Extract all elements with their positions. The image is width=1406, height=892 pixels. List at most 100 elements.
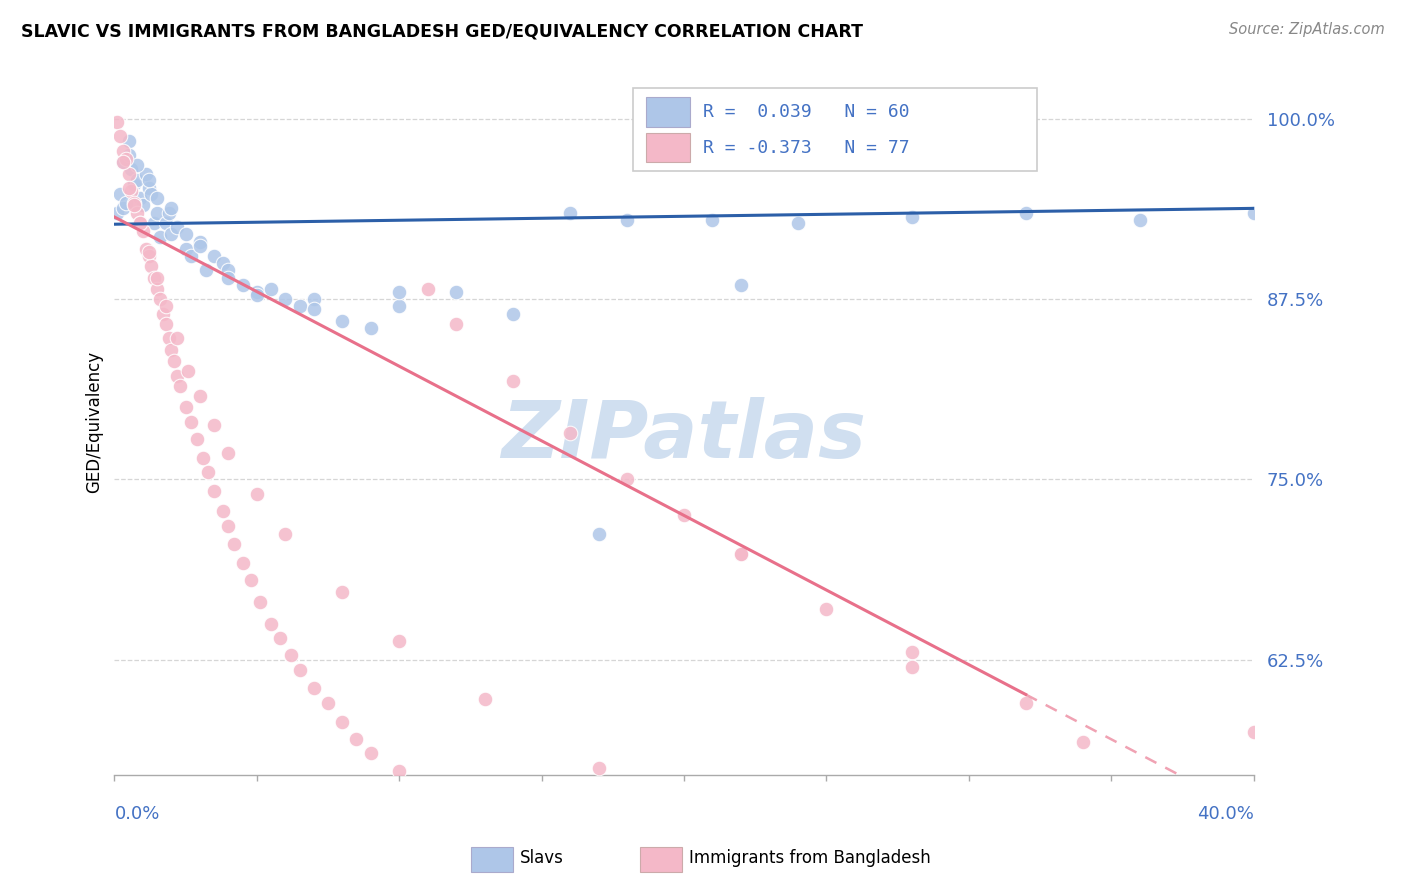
Point xyxy=(108,186,131,201)
Point xyxy=(174,242,197,256)
Point xyxy=(388,285,411,299)
Text: R = -0.373   N = 77: R = -0.373 N = 77 xyxy=(703,138,910,157)
Point xyxy=(346,731,368,746)
Point xyxy=(1015,205,1038,219)
Point xyxy=(166,220,188,235)
Point xyxy=(616,472,638,486)
Point xyxy=(149,292,172,306)
Point xyxy=(127,205,149,219)
Point xyxy=(360,747,382,761)
FancyBboxPatch shape xyxy=(647,97,690,128)
Point xyxy=(114,153,136,167)
Point xyxy=(163,354,186,368)
Point xyxy=(558,426,581,441)
Point xyxy=(416,282,439,296)
Text: 0.0%: 0.0% xyxy=(114,805,160,823)
Point xyxy=(141,186,163,201)
Point xyxy=(121,184,143,198)
Point xyxy=(127,158,149,172)
Point xyxy=(1071,735,1094,749)
Point xyxy=(111,155,134,169)
Point xyxy=(260,282,283,296)
Point xyxy=(160,202,183,216)
Point xyxy=(246,288,269,302)
Point xyxy=(111,155,134,169)
Point xyxy=(260,616,283,631)
Point xyxy=(288,299,311,313)
FancyBboxPatch shape xyxy=(633,87,1038,171)
Point xyxy=(316,696,339,710)
FancyBboxPatch shape xyxy=(647,133,690,162)
Text: 40.0%: 40.0% xyxy=(1197,805,1254,823)
Point xyxy=(146,270,169,285)
Text: Source: ZipAtlas.com: Source: ZipAtlas.com xyxy=(1229,22,1385,37)
Point xyxy=(616,213,638,227)
Point xyxy=(360,321,382,335)
Point xyxy=(702,213,724,227)
Point xyxy=(211,256,233,270)
Point xyxy=(211,504,233,518)
Point xyxy=(274,292,297,306)
Point xyxy=(901,210,924,224)
Point xyxy=(1015,696,1038,710)
Point xyxy=(330,584,353,599)
Point xyxy=(302,302,325,317)
Point xyxy=(111,202,134,216)
Point xyxy=(146,191,169,205)
Point xyxy=(143,216,166,230)
Point xyxy=(280,648,302,663)
Point xyxy=(558,205,581,219)
Point xyxy=(141,259,163,273)
Point xyxy=(246,487,269,501)
Point xyxy=(135,242,157,256)
Point xyxy=(815,602,838,616)
Text: R =  0.039   N = 60: R = 0.039 N = 60 xyxy=(703,103,910,121)
Point xyxy=(444,285,467,299)
Point xyxy=(169,378,191,392)
Point xyxy=(474,691,496,706)
Point xyxy=(124,177,146,191)
Point xyxy=(730,277,752,292)
Point xyxy=(588,527,610,541)
Point xyxy=(129,191,152,205)
Point xyxy=(191,450,214,465)
Point xyxy=(155,216,177,230)
Point xyxy=(1243,724,1265,739)
Point xyxy=(444,317,467,331)
Point xyxy=(114,195,136,210)
Point xyxy=(240,574,263,588)
Point xyxy=(157,205,180,219)
Point xyxy=(188,235,211,249)
Point xyxy=(138,181,160,195)
Point xyxy=(274,527,297,541)
Point xyxy=(108,129,131,144)
Point xyxy=(188,239,211,253)
Point xyxy=(186,432,208,446)
Point xyxy=(118,134,141,148)
Point xyxy=(174,227,197,242)
Point xyxy=(146,282,169,296)
Point xyxy=(901,645,924,659)
Point xyxy=(502,375,524,389)
Point xyxy=(202,249,225,263)
Text: ZIPatlas: ZIPatlas xyxy=(502,397,866,475)
Point xyxy=(124,198,146,212)
Y-axis label: GED/Equivalency: GED/Equivalency xyxy=(86,351,103,492)
Point xyxy=(302,292,325,306)
Point xyxy=(330,314,353,328)
Point xyxy=(152,307,174,321)
Point xyxy=(105,115,128,129)
Point xyxy=(202,417,225,432)
Point xyxy=(180,415,202,429)
Point xyxy=(157,331,180,345)
Point xyxy=(502,307,524,321)
Point xyxy=(1243,205,1265,219)
Point xyxy=(118,148,141,162)
Point xyxy=(194,263,217,277)
Point xyxy=(188,389,211,403)
Point xyxy=(118,167,141,181)
Point xyxy=(232,556,254,570)
Point xyxy=(901,660,924,674)
Point xyxy=(160,343,183,357)
Point xyxy=(330,714,353,729)
